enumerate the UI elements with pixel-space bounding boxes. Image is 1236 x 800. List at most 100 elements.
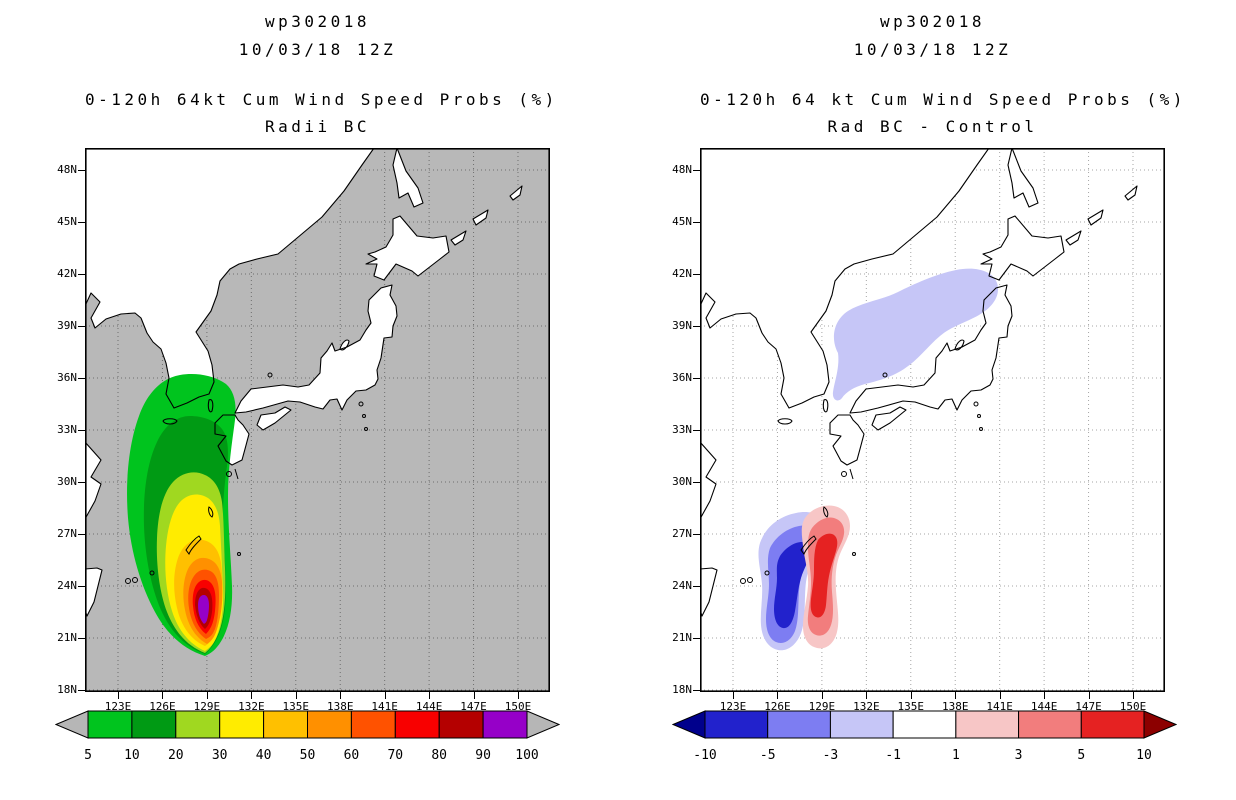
map-border bbox=[85, 148, 550, 692]
lon-tickmark bbox=[733, 692, 734, 699]
lon-tick-label: 135E bbox=[282, 700, 310, 713]
lat-tick-label: 30N bbox=[672, 475, 692, 488]
panel-rad-bc-minus-control: wp302018 10/03/18 12Z 0-120h 64 kt Cum W… bbox=[618, 0, 1236, 800]
lat-tick-label: 45N bbox=[57, 215, 77, 228]
colorbar-cell bbox=[263, 710, 309, 739]
lon-tickmark bbox=[821, 692, 823, 699]
colorbar-difference: -10 -5 -3 -1 1 3 5 10 bbox=[672, 710, 1177, 763]
lon-tickmark bbox=[206, 692, 208, 699]
plot-subtitle: Radii BC bbox=[264, 117, 371, 136]
colorbar-cell bbox=[307, 710, 352, 739]
lat-tick-label: 36N bbox=[672, 371, 692, 384]
lon-tickmark bbox=[866, 692, 868, 699]
lat-tick-label: 24N bbox=[672, 579, 692, 592]
map-border bbox=[700, 148, 1165, 692]
lat-tickmark bbox=[78, 274, 85, 275]
lat-tickmark bbox=[78, 170, 85, 171]
lon-tick-label: 144E bbox=[415, 700, 443, 713]
lat-tick-label: 39N bbox=[57, 319, 77, 332]
small-islands bbox=[740, 372, 983, 584]
lon-tick-label: 138E bbox=[326, 700, 354, 713]
lon-tickmark bbox=[251, 692, 253, 699]
colorbar-tick-label: 30 bbox=[212, 748, 228, 763]
lat-tickmark bbox=[78, 638, 85, 639]
lon-tick-label: 138E bbox=[941, 700, 969, 713]
lon-tick-label: 135E bbox=[897, 700, 925, 713]
lat-tick-label: 33N bbox=[672, 423, 692, 436]
colorbar-tick-label: 70 bbox=[387, 748, 403, 763]
lon-tick-label: 147E bbox=[460, 700, 487, 713]
lon-tickmark bbox=[118, 692, 119, 699]
colorbar-tick-label: 50 bbox=[300, 748, 316, 763]
lon-tick-label: 129E bbox=[808, 700, 836, 713]
colorbar-left-arrow bbox=[55, 710, 89, 739]
colorbar-right-arrow bbox=[526, 710, 560, 739]
lat-tickmark bbox=[78, 534, 85, 535]
lat-tick-label: 21N bbox=[57, 631, 77, 644]
lat-tickmark bbox=[693, 430, 700, 431]
colorbar-cell bbox=[829, 710, 894, 739]
colorbar-cell bbox=[1080, 710, 1145, 739]
coastlines bbox=[700, 148, 1138, 617]
lon-tickmark bbox=[1088, 692, 1090, 699]
shaded-contours bbox=[127, 374, 236, 656]
colorbar-cell bbox=[87, 710, 133, 739]
lat-tick-label: 27N bbox=[672, 527, 692, 540]
lat-tickmark bbox=[78, 378, 85, 379]
lon-tick-label: 150E bbox=[1119, 700, 1147, 713]
lon-tick-label: 126E bbox=[764, 700, 791, 713]
lat-tick-label: 18N bbox=[57, 683, 77, 696]
colorbar-tick-label: 3 bbox=[1015, 748, 1023, 763]
lon-tickmark bbox=[1132, 692, 1134, 699]
lat-tick-label: 21N bbox=[672, 631, 692, 644]
colorbar-cell bbox=[955, 710, 1020, 739]
lat-tickmark bbox=[693, 378, 700, 379]
lon-tickmark bbox=[162, 692, 164, 699]
colorbar-tick-label: 5 bbox=[84, 748, 92, 763]
plot-title: 0-120h 64kt Cum Wind Speed Probs (%) bbox=[85, 90, 558, 109]
lon-tickmark bbox=[777, 692, 779, 699]
colorbar-cell bbox=[1018, 710, 1082, 739]
lon-tick-label: 150E bbox=[504, 700, 532, 713]
lat-tick-label: 45N bbox=[672, 215, 692, 228]
plot-subtitle: Rad BC - Control bbox=[827, 117, 1038, 136]
colorbar-left-arrow bbox=[672, 710, 706, 739]
lat-tickmark bbox=[78, 430, 85, 431]
coastlines bbox=[85, 148, 523, 617]
lat-tickmark bbox=[693, 690, 700, 691]
colorbar-tick-label: 60 bbox=[344, 748, 360, 763]
lat-tickmark bbox=[693, 170, 700, 171]
lon-tickmark bbox=[517, 692, 519, 699]
lat-tick-label: 33N bbox=[57, 423, 77, 436]
colorbar-cell bbox=[704, 710, 769, 739]
colorbar-tick-label: 1 bbox=[952, 748, 960, 763]
colorbar-probability: 5 10 20 30 40 50 60 70 80 90 100 bbox=[55, 710, 560, 763]
small-islands bbox=[125, 372, 368, 584]
lon-tickmark bbox=[429, 692, 431, 699]
colorbar-tick-label: 10 bbox=[124, 748, 140, 763]
lon-tickmark bbox=[384, 692, 386, 699]
lat-tickmark bbox=[78, 586, 85, 587]
graticule bbox=[85, 148, 550, 692]
lon-tick-label: 123E bbox=[719, 700, 747, 713]
lon-tick-label: 126E bbox=[149, 700, 176, 713]
lat-tick-label: 42N bbox=[57, 267, 77, 280]
lon-tick-label: 147E bbox=[1075, 700, 1102, 713]
lon-tick-label: 123E bbox=[104, 700, 132, 713]
lon-tickmark bbox=[340, 692, 342, 699]
lat-tick-label: 42N bbox=[672, 267, 692, 280]
lat-tickmark bbox=[693, 222, 700, 223]
init-time: 10/03/18 12Z bbox=[853, 40, 1012, 59]
colorbar-tick-label: 5 bbox=[1077, 748, 1085, 763]
lon-tickmark bbox=[955, 692, 957, 699]
colorbar-tick-label: 40 bbox=[256, 748, 272, 763]
lat-tickmark bbox=[693, 586, 700, 587]
lon-tick-label: 132E bbox=[853, 700, 880, 713]
lat-tick-label: 48N bbox=[57, 163, 77, 176]
colorbar-cell bbox=[482, 710, 528, 739]
map-canvas-difference bbox=[700, 148, 1165, 692]
colorbar-tick-label: -10 bbox=[693, 748, 716, 763]
colorbar-tick-label: -5 bbox=[760, 748, 776, 763]
colorbar-cell bbox=[219, 710, 265, 739]
lon-tick-label: 141E bbox=[371, 700, 398, 713]
